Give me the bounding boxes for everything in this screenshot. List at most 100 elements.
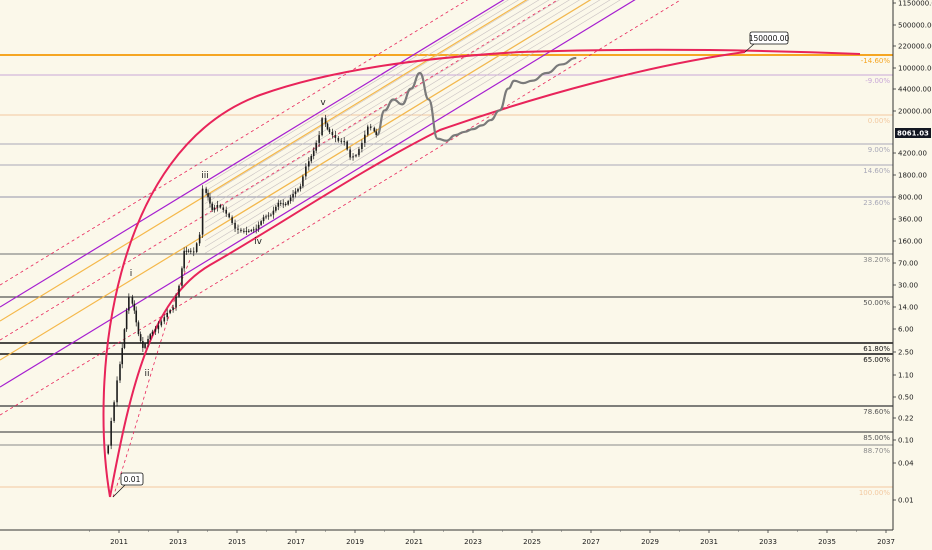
candle-body [326, 123, 329, 130]
x-tick-label: 2021 [405, 538, 423, 546]
dashed-lower-line [0, 0, 682, 416]
candle-body [175, 296, 177, 308]
y-tick-label: 44000.00 [898, 86, 931, 94]
candle-body [308, 161, 310, 167]
y-tick-label: 500000.00 [898, 22, 932, 30]
candle-body [190, 250, 192, 252]
fib-label: 0.00% [868, 117, 891, 125]
fan-line [204, 0, 601, 242]
candle-body [209, 197, 211, 204]
candle-body [305, 166, 307, 177]
candle-body [125, 310, 128, 330]
candle-body [369, 126, 372, 128]
y-tick-label: 360.00 [898, 216, 923, 224]
candle-body [119, 364, 121, 381]
y-axis-panel [893, 0, 932, 550]
candle-body [375, 131, 378, 135]
candle-body [297, 188, 299, 192]
projection-line [376, 56, 577, 142]
y-tick-label: 4200.00 [898, 150, 927, 158]
candle-body [154, 329, 157, 332]
y-tick-label: 30.00 [898, 282, 918, 290]
candle-body [328, 129, 331, 133]
candle-body [287, 201, 289, 205]
y-tick-label: 2.50 [898, 349, 914, 357]
y-tick-label: 6.00 [898, 326, 914, 334]
y-tick-label: 70.00 [898, 260, 918, 268]
x-tick-label: 2025 [523, 538, 541, 546]
channel-fan-lines [204, 0, 621, 254]
candle-body [216, 205, 219, 208]
candle-body [334, 135, 337, 138]
candle-body [135, 310, 138, 323]
candle-body [312, 150, 315, 156]
candle-body [166, 312, 168, 318]
candle-body [237, 228, 239, 230]
candle-body [318, 135, 320, 143]
candle-body [324, 118, 327, 124]
candle-body [277, 202, 280, 207]
candle-body [321, 118, 323, 136]
fib-label: 85.00% [863, 434, 890, 442]
arc-upper [102, 48, 861, 498]
fib-label: 14.60% [863, 167, 890, 175]
fib-label: 65.00% [863, 356, 890, 364]
candle-body [128, 296, 130, 311]
candle-body [181, 268, 183, 286]
candle-body [252, 229, 255, 231]
candle-body [133, 303, 136, 311]
candle-body [169, 310, 171, 313]
fib-label: 50.00% [863, 299, 890, 307]
fib-label: 9.00% [868, 146, 891, 154]
fib-label: -14.60% [861, 57, 891, 65]
fib-label: 61.80% [863, 345, 890, 353]
y-axis[interactable]: 1150000.00 500000.00 220000.00 100000.00 440… [892, 0, 932, 550]
x-tick-label: 2035 [818, 538, 836, 546]
wave-label-v: v [320, 98, 326, 108]
y-tick-label: 0.04 [898, 460, 914, 468]
candle-body [352, 156, 354, 158]
candle-body [107, 445, 109, 454]
x-tick-label: 2019 [346, 538, 364, 546]
x-axis[interactable]: 2011 2013 2015 2017 2019 2021 2023 2025 2027 2029… [0, 529, 932, 550]
fan-line [204, 0, 581, 229]
y-tick-label: 1150000.00 [898, 0, 932, 8]
wave-label-ii: ii [144, 369, 149, 379]
candle-body [337, 137, 340, 141]
callout-box [749, 31, 789, 45]
candle-body [250, 230, 253, 232]
arc-lower [109, 51, 746, 498]
candle-body [267, 215, 270, 217]
candle-body [260, 221, 262, 225]
x-tick-label: 2013 [169, 538, 187, 546]
fan-line [204, 0, 611, 248]
x-tick-label: 2029 [641, 538, 659, 546]
candle-body [163, 317, 166, 322]
callout-text: 0.01 [124, 475, 141, 484]
dashed-mid-line [0, 0, 559, 341]
current-price-tag [895, 128, 931, 138]
y-tick-label: 800.00 [898, 194, 923, 202]
candle-body [275, 206, 277, 211]
candle-body [245, 230, 248, 232]
y-tick-label: 160.00 [898, 238, 923, 246]
candle-body [234, 222, 236, 229]
x-tick-label: 2011 [110, 538, 128, 546]
candle-body [257, 224, 260, 229]
candle-body [361, 142, 363, 150]
wave-label-iv: iv [254, 237, 263, 247]
candle-body [243, 230, 245, 232]
candle-body [123, 329, 126, 348]
candle-body [178, 285, 180, 297]
candle-body [187, 250, 190, 252]
candle-body [315, 142, 317, 151]
y-tick-label: 1800.00 [898, 172, 927, 180]
candle-body [292, 194, 294, 198]
candle-body [302, 176, 304, 187]
candle-body [279, 202, 282, 204]
fan-line [204, 0, 520, 192]
candle-body [201, 188, 204, 235]
